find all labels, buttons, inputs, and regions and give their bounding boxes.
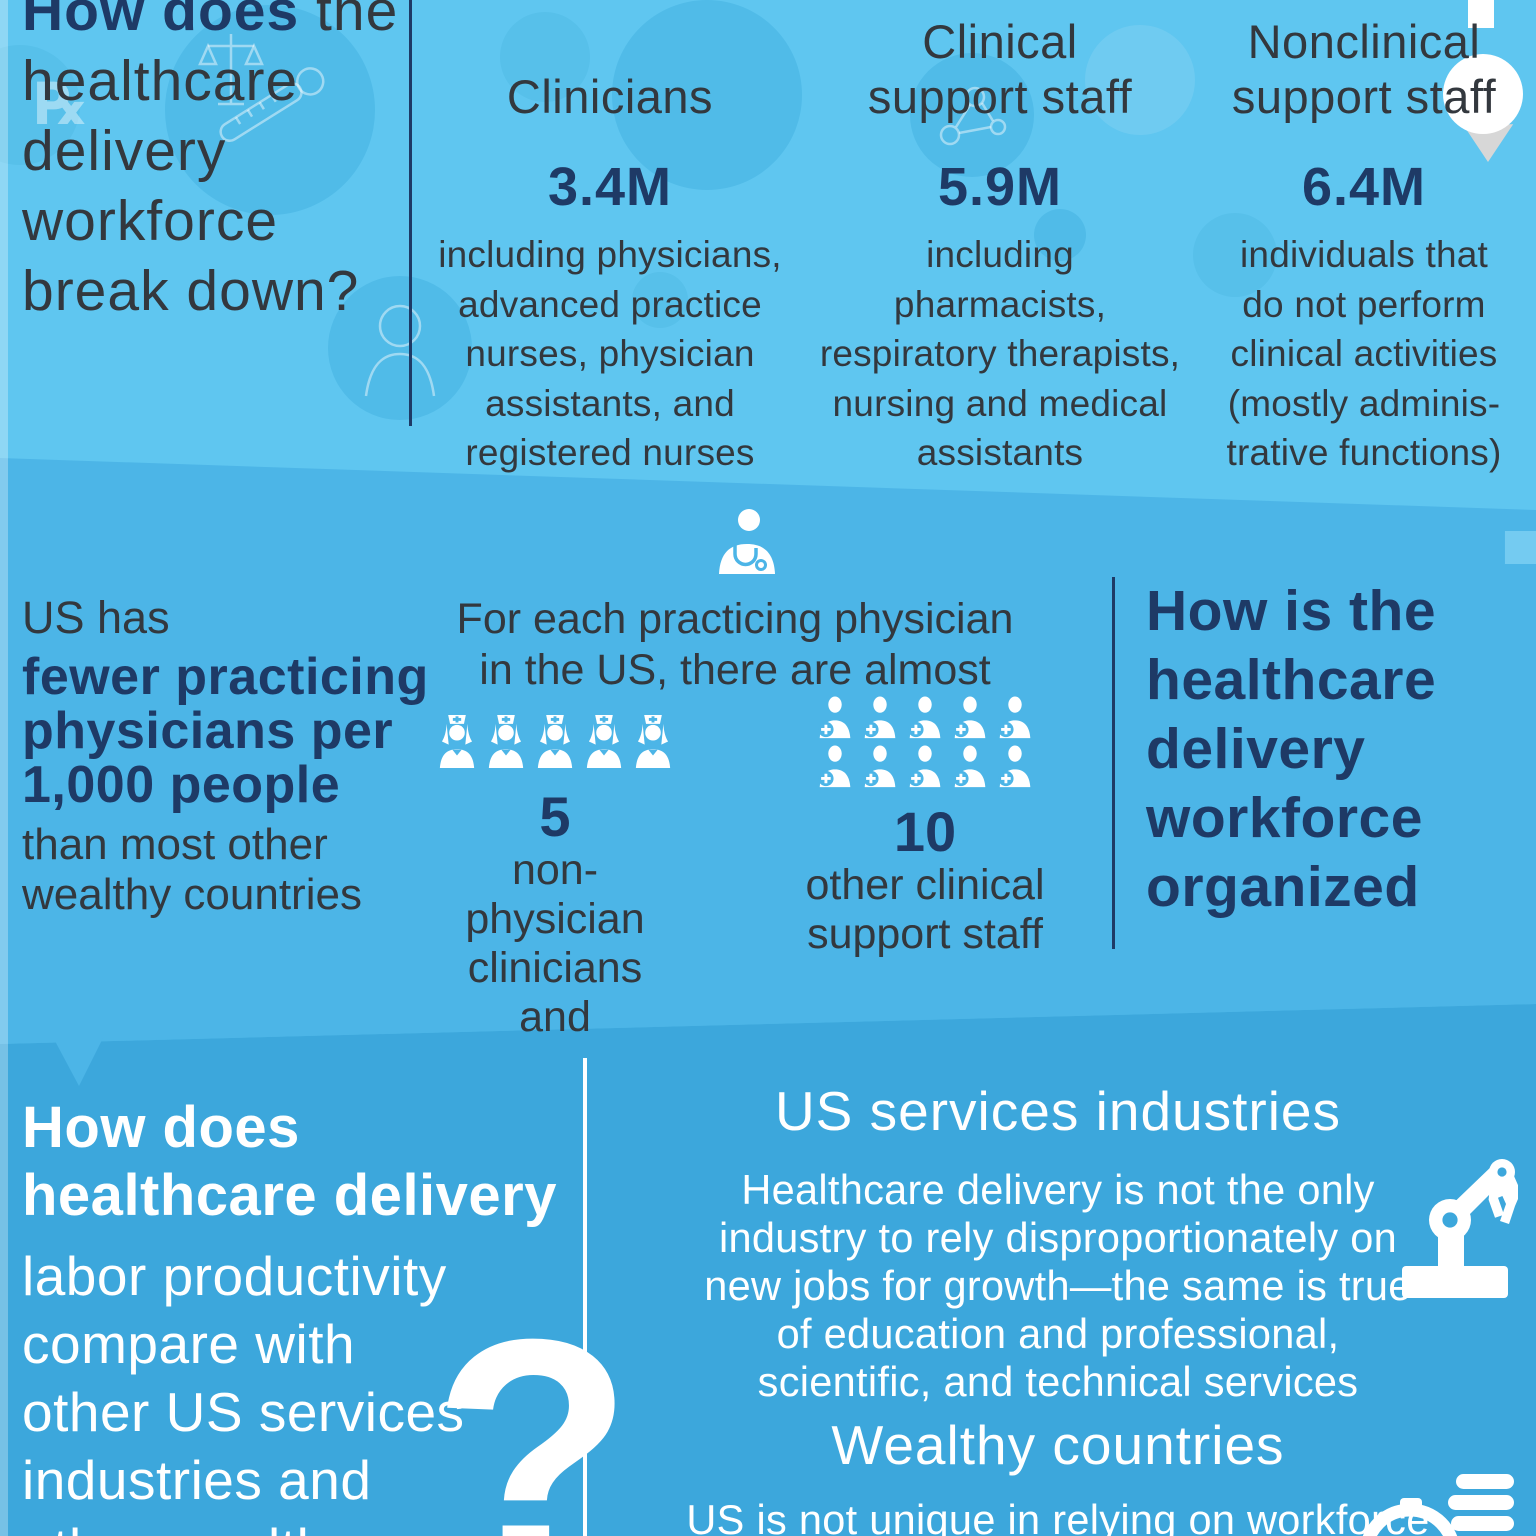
stat-intro: US has [22,592,170,643]
clinical-support-icon [818,745,851,788]
ratio-caption-line2: in the US, there are almost [479,646,991,694]
nurse-icon [488,715,524,768]
column-value: 3.4M [547,157,673,217]
wealthy-countries-heading: Wealthy countries [831,1414,1285,1476]
nurse-icon [439,715,475,768]
clinical-support-icon [953,745,986,788]
clinical-support-icon [998,696,1031,739]
robot-arm-icon [1402,1159,1518,1298]
stat-outro: than most other wealthy countries [22,820,362,919]
top-question-lines: healthcare delivery workforce break down… [22,49,360,323]
middle-divider [1112,577,1115,949]
clinical-support-icon [908,696,941,739]
bottom-divider [583,1058,587,1536]
stat-clinical-support-staff: 10 other clinical support staff [798,696,1052,959]
stat-non-physician-clinicians: 5 non-physician clinicians and [430,714,680,1042]
bubble [910,53,1034,177]
thermometer-icon [219,67,325,143]
column-clinical-support: Clinical support staff 5.9M including ph… [808,14,1192,478]
coins-clock-icon [1362,1474,1514,1536]
nurse-icons [430,714,680,768]
us-services-heading: US services industries [774,1080,1342,1142]
clinical-support-icons [806,696,1044,789]
scale-icon [198,34,264,106]
bubble [328,276,472,420]
column-label: Clinicians [506,70,714,123]
stat-value: 5 [539,785,571,848]
physicians-stat-block: US has fewer practicing physicians per 1… [22,592,432,920]
column-description: including pharmacists, respiratory thera… [819,234,1181,473]
clinical-support-icon [863,696,896,739]
column-label: Nonclinical support staff [1231,15,1497,123]
bubble [1193,213,1277,297]
bubble [500,12,590,102]
question-mark-icon: ? [432,1270,634,1536]
physician-icon [719,509,775,574]
column-description: individuals that do not perform clinical… [1226,234,1502,473]
ratio-caption: For each practicing physician in the US, … [430,594,1040,696]
nurse-icon [586,715,622,768]
top-question-title: How does the healthcare delivery workforc… [22,0,422,326]
us-services-paragraph: Healthcare delivery is not the only indu… [704,1166,1412,1405]
nurse-icon [537,715,573,768]
stat-highlight: fewer practicing physicians per 1,000 pe… [22,648,429,814]
top-question-bold: How does [22,0,300,43]
ratio-caption-line1: For each practicing physician [456,595,1014,643]
bubble [612,0,802,190]
bottom-question-title: How does healthcare delivery labor produ… [22,1094,582,1536]
middle-question-title: How is the healthcare delivery workforce… [1146,579,1437,919]
column-label: Clinical support staff [867,15,1133,123]
bubble [165,5,375,215]
person-icon [364,304,436,397]
stat-label: non-physician clinicians and [465,846,645,1041]
bottom-question-light: labor productivity compare with other US… [22,1245,465,1536]
clinical-support-icon [953,696,986,739]
bubble [632,272,688,328]
clinical-support-icon [998,745,1031,788]
bubble [1085,25,1195,135]
column-value: 5.9M [937,157,1063,217]
pin-top-fragment [1468,0,1494,28]
clinical-support-icon [818,696,851,739]
nurse-icon [635,715,671,768]
stat-label: other clinical support staff [805,861,1045,958]
stat-value: 10 [893,800,957,863]
bottom-question-bold: How does healthcare delivery [22,1095,558,1228]
column-clinicians: Clinicians 3.4M including physicians, ad… [418,14,802,478]
column-value: 6.4M [1301,157,1427,217]
top-question-rest: the [299,0,399,43]
bubble [1034,209,1086,261]
left-edge-strip [0,0,8,1536]
top-divider [409,0,412,426]
column-description: including physicians, advanced practice … [438,234,782,473]
question-mark-icon: ? [1398,531,1536,641]
clinical-support-icon [908,745,941,788]
rx-icon: ℞ [35,72,87,137]
column-nonclinical-support: Nonclinical support staff 6.4M individua… [1196,14,1532,478]
molecule-icon [939,86,1007,146]
clinical-support-icon [863,745,896,788]
location-pin-icon [1443,54,1523,134]
